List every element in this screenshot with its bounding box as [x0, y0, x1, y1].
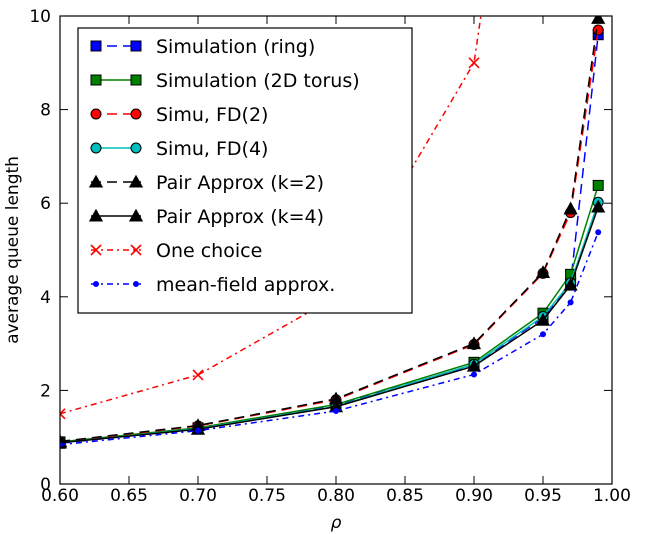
- legend-item-1: Simulation (2D torus): [90, 70, 360, 92]
- x-tick-label-3: 0.75: [248, 486, 286, 506]
- legend-item-3: Simu, FD(4): [90, 138, 268, 160]
- series-5-marker-3: [466, 358, 482, 372]
- x-tick-label-2: 0.70: [179, 486, 217, 506]
- legend-marker-right-6: [130, 244, 142, 256]
- series-4-marker-3: [466, 336, 482, 350]
- legend-marker-left-3: [90, 142, 102, 154]
- legend-label-0: Simulation (ring): [156, 36, 315, 58]
- legend-marker-left-1: [90, 74, 102, 86]
- legend-item-5: Pair Approx (k=4): [88, 206, 324, 228]
- legend-label-4: Pair Approx (k=2): [156, 172, 324, 194]
- series-7-marker-1: [195, 427, 201, 434]
- series-6-marker-0: [60, 408, 66, 420]
- series-7: [60, 229, 602, 448]
- y-tick-label-5: 10: [29, 7, 51, 27]
- legend-label-2: Simu, FD(2): [156, 104, 268, 126]
- legend-marker-left-4: [88, 174, 104, 188]
- x-tick-label-8: 1.00: [593, 486, 631, 506]
- legend-item-7: mean-field approx.: [91, 274, 335, 296]
- legend-label-5: Pair Approx (k=4): [156, 206, 324, 228]
- x-tick-label-1: 0.65: [110, 486, 148, 506]
- y-tick-label-0: 0: [40, 475, 51, 495]
- y-tick-label-1: 2: [40, 381, 51, 401]
- series-7-marker-4: [540, 331, 546, 338]
- legend-marker-left-0: [90, 40, 102, 52]
- legend-label-1: Simulation (2D torus): [156, 70, 360, 92]
- x-tick-label-7: 0.95: [524, 486, 562, 506]
- series-5-marker-6: [591, 199, 606, 213]
- legend-marker-left-7: [93, 281, 99, 287]
- axis-layer: 0.60 0.65 0.70 0.75 0.80 0.85 0.90 0.95 1.00 0 2 4 6…: [29, 7, 631, 506]
- legend-label-3: Simu, FD(4): [156, 138, 268, 160]
- series-6-marker-3: [468, 57, 480, 69]
- legend-marker-right-4: [128, 174, 144, 188]
- y-tick-label-3: 6: [40, 194, 51, 214]
- y-tick-label-4: 8: [40, 101, 51, 121]
- series-5-marker-4: [535, 312, 551, 326]
- legend-marker-right-0: [130, 40, 142, 52]
- legend-item-2: Simu, FD(2): [90, 104, 268, 126]
- legend-marker-left-6: [90, 244, 102, 256]
- x-tick-label-4: 0.80: [317, 486, 355, 506]
- legend-marker-right-1: [130, 74, 142, 86]
- legend-marker-left-5: [88, 208, 104, 222]
- legend: Simulation (ring) Simulation (2D torus) Si…: [77, 27, 413, 314]
- legend-label-6: One choice: [156, 240, 262, 262]
- legend-marker-left-2: [90, 108, 102, 120]
- legend-marker-right-7: [133, 281, 139, 287]
- x-axis-label: ρ: [331, 513, 342, 533]
- series-7-marker-3: [471, 371, 477, 378]
- y-tick-label-2: 4: [40, 288, 51, 308]
- legend-item-0: Simulation (ring): [90, 36, 315, 58]
- series-4-marker-6: [591, 16, 606, 24]
- series-7-marker-6: [595, 229, 602, 236]
- legend-label-7: mean-field approx.: [156, 274, 335, 296]
- legend-marker-right-2: [130, 108, 142, 120]
- legend-item-6: One choice: [90, 240, 262, 262]
- series-5-marker-5: [563, 277, 578, 291]
- y-axis-label: average queue length: [3, 156, 23, 344]
- series-7-marker-2: [333, 407, 339, 414]
- series-7-marker-5: [567, 299, 574, 306]
- legend-item-4: Pair Approx (k=2): [88, 172, 324, 194]
- series-2-marker-6: [592, 24, 604, 36]
- series-1-marker-6: [592, 179, 604, 191]
- x-tick-label-5: 0.85: [386, 486, 424, 506]
- series-6-marker-1: [192, 369, 204, 381]
- series-7-marker-0: [60, 441, 63, 448]
- legend-marker-right-3: [130, 142, 142, 154]
- x-tick-label-0: 0.60: [41, 486, 79, 506]
- series-4-marker-4: [535, 265, 551, 278]
- series-4-marker-5: [563, 201, 578, 215]
- series-layer: [60, 16, 606, 449]
- legend-marker-right-5: [128, 208, 144, 222]
- x-tick-label-6: 0.90: [455, 486, 493, 506]
